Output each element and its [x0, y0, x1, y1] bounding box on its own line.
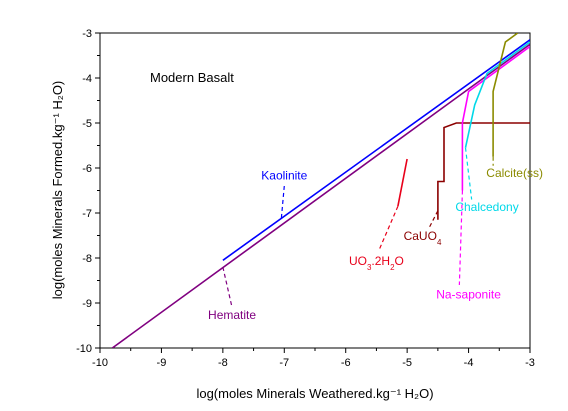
label-chalcedony: Chalcedony: [455, 200, 518, 214]
series-line-chalcedony: [464, 41, 530, 148]
chart-title: Modern Basalt: [150, 70, 234, 85]
label-subscript: 4: [437, 238, 442, 247]
y-tick-label: -6: [82, 163, 92, 175]
series-group: [111, 33, 530, 348]
label-subscript: 3: [367, 262, 372, 271]
leader-cauo: [428, 210, 439, 230]
series-line-uo3-2h2o: [397, 158, 408, 207]
y-axis-label: log(moles Minerals Formed.kg⁻¹ H₂O): [50, 81, 65, 300]
y-tick-label: -10: [76, 343, 92, 355]
leader-kaolinite: [280, 185, 285, 220]
x-tick-label: -3: [525, 357, 535, 369]
label-cauo: CaUO4: [404, 229, 442, 247]
label-text: Hematite: [208, 308, 256, 322]
label-subscript: 2: [390, 262, 395, 271]
x-tick-label: -10: [92, 357, 108, 369]
leader-hematite: [222, 266, 233, 308]
x-tick-label: -6: [341, 357, 351, 369]
leader-chalcedony: [464, 147, 473, 200]
plot-area: -10 -9 -8 -7 -6 -5 -4 -3 -10 -9 -8 -7 -6 -5 -4 -3 Kaolin…: [76, 28, 543, 369]
x-tick-label: -7: [279, 357, 289, 369]
label-text: Calcite(ss): [486, 166, 543, 180]
series-line-cauo4: [437, 122, 530, 220]
label-hematite: Hematite: [208, 308, 256, 322]
x-axis-label: log(moles Minerals Weathered.kg⁻¹ H₂O): [196, 386, 433, 401]
x-tick-label: -9: [157, 357, 167, 369]
label-text: Na-saponite: [436, 288, 501, 302]
y-tick-label: -7: [82, 208, 92, 220]
label-text: O: [395, 254, 404, 268]
label-text: Kaolinite: [261, 168, 307, 182]
label-text: Chalcedony: [455, 200, 518, 214]
label-text: .2H: [371, 254, 390, 268]
series-line-kaolinite: [222, 39, 530, 261]
x-tick-label: -5: [402, 357, 412, 369]
y-tick-label: -3: [82, 28, 92, 40]
label-kaolinite: Kaolinite: [261, 168, 307, 182]
label-uo: UO3.2H2O: [349, 254, 404, 272]
y-tick-label: -8: [82, 253, 92, 265]
y-tick-label: -9: [82, 298, 92, 310]
leader-uo: [378, 206, 399, 250]
series-line-calcite-ss: [492, 33, 519, 157]
x-tick-label: -4: [464, 357, 474, 369]
leader-na-saponite: [458, 190, 464, 286]
y-tick-label: -5: [82, 118, 92, 130]
label-text: CaUO: [404, 229, 437, 243]
y-tick-label: -4: [82, 73, 92, 85]
x-tick-label: -8: [218, 357, 228, 369]
label-calcite-ss: Calcite(ss): [486, 166, 543, 180]
label-na-saponite: Na-saponite: [436, 288, 501, 302]
label-text: UO: [349, 254, 367, 268]
series-line-hematite: [111, 43, 530, 348]
